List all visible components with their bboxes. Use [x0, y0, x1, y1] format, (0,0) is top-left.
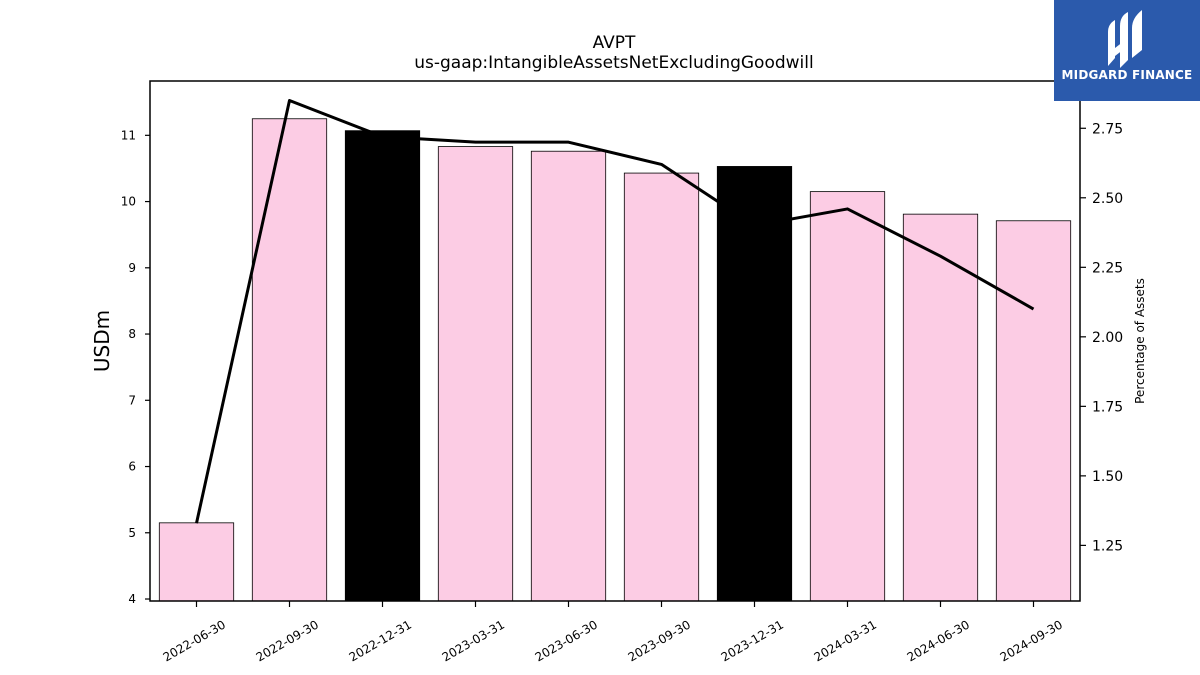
y-tick-label-9: 9 — [128, 261, 136, 275]
bar-2023-12-31 — [716, 166, 793, 602]
bar-2024-09-30 — [995, 220, 1072, 602]
y-tick-label-5: 5 — [128, 526, 136, 540]
y-right-tick-label-2.75: 2.75 — [1092, 121, 1123, 137]
bar-2023-03-31 — [437, 146, 514, 602]
bar-2023-06-30 — [530, 150, 607, 602]
y-right-tick-label-2.00: 2.00 — [1092, 330, 1123, 346]
y-tick-label-7: 7 — [128, 393, 136, 407]
bar-series — [158, 118, 1072, 602]
x-tick-label-2024-03-31: 2024-03-31 — [812, 617, 879, 664]
line-series — [195, 98, 1035, 524]
x-tick-label-2024-06-30: 2024-06-30 — [905, 617, 972, 664]
midgard-finance-logo: MIDGARD FINANCE — [1054, 0, 1200, 101]
y-tick-label-8: 8 — [128, 327, 136, 341]
chart-title: AVPT — [593, 33, 636, 53]
x-tick-label-2022-09-30: 2022-09-30 — [254, 617, 321, 664]
y-right-tick-label-2.25: 2.25 — [1092, 260, 1123, 276]
y-axis-right: 1.25 1.50 1.75 2.00 2.25 2.50 2.75 — [1080, 121, 1123, 554]
x-axis: 2022-06-30 2022-09-30 2022-12-31 2023-03-31… — [161, 601, 1065, 664]
y-tick-label-10: 10 — [121, 195, 136, 209]
y-right-tick-label-2.50: 2.50 — [1092, 191, 1123, 207]
x-tick-label-2022-06-30: 2022-06-30 — [161, 617, 228, 664]
bar-2022-06-30 — [158, 522, 235, 602]
bar-2022-12-31 — [344, 130, 421, 602]
bar-2024-03-31 — [809, 191, 886, 602]
x-tick-label-2023-03-31: 2023-03-31 — [440, 617, 507, 664]
x-tick-label-2023-09-30: 2023-09-30 — [626, 617, 693, 664]
percentage-line — [195, 98, 1035, 524]
bar-2022-09-30 — [251, 118, 328, 602]
y-axis-left-label: USDm — [90, 310, 114, 372]
bar-2024-06-30 — [902, 213, 979, 602]
chart-subtitle: us-gaap:IntangibleAssetsNetExcludingGood… — [414, 53, 813, 73]
x-tick-label-2023-12-31: 2023-12-31 — [719, 617, 786, 664]
midgard-logo-icon — [1108, 10, 1142, 68]
plot-frame — [149, 80, 1081, 602]
y-right-tick-label-1.25: 1.25 — [1092, 538, 1123, 554]
bar-2023-09-30 — [623, 172, 700, 602]
x-tick-label-2022-12-31: 2022-12-31 — [347, 617, 414, 664]
y-tick-label-6: 6 — [128, 460, 136, 474]
logo-text: MIDGARD FINANCE — [1061, 68, 1193, 82]
y-tick-label-11: 11 — [121, 128, 136, 142]
y-tick-label-4: 4 — [128, 592, 136, 606]
x-tick-label-2023-06-30: 2023-06-30 — [533, 617, 600, 664]
x-tick-label-2024-09-30: 2024-09-30 — [998, 617, 1065, 664]
y-axis-left: 4 5 6 7 8 9 10 11 — [121, 128, 150, 606]
y-right-tick-label-1.50: 1.50 — [1092, 469, 1123, 485]
y-axis-right-label: Percentage of Assets — [1133, 278, 1147, 404]
y-right-tick-label-1.75: 1.75 — [1092, 399, 1123, 415]
